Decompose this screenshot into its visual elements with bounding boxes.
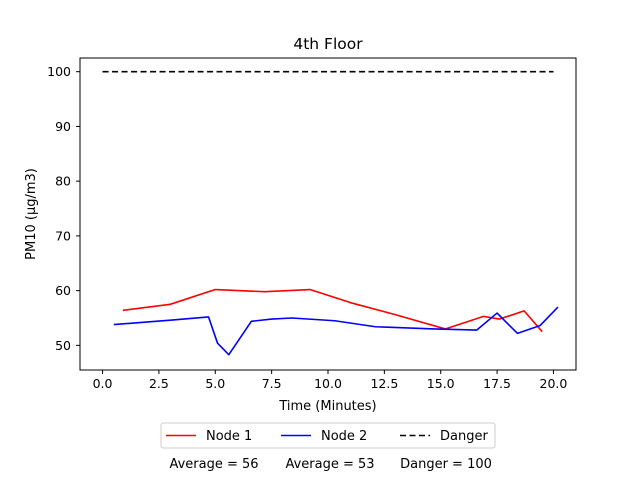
plot-area-frame bbox=[79, 57, 577, 371]
x-tick-label: 10.0 bbox=[314, 376, 342, 391]
x-tick-label: 20.0 bbox=[540, 376, 568, 391]
legend-label-danger: Danger bbox=[440, 429, 488, 444]
summary-stats: Average = 56 Average = 53 Danger = 100 bbox=[169, 457, 491, 472]
x-tick-label: 2.5 bbox=[149, 376, 169, 391]
y-tick-label: 100 bbox=[47, 64, 71, 79]
legend-frame bbox=[160, 422, 496, 449]
stat-node-1-average: Average = 56 bbox=[169, 457, 258, 472]
legend-label-node-2: Node 2 bbox=[321, 429, 367, 444]
x-tick-label: 17.5 bbox=[483, 376, 511, 391]
series-line-node-1 bbox=[122, 288, 543, 333]
legend-label-node-1: Node 1 bbox=[206, 429, 252, 444]
y-tick-label: 60 bbox=[55, 283, 71, 298]
x-tick-label: 7.5 bbox=[262, 376, 282, 391]
legend: Node 1 Node 2 Danger bbox=[160, 422, 496, 449]
axis-ticks: 0.0 2.5 5.0 7.5 10.0 12.5 15.0 17.5 20.0 50 60 70 80… bbox=[47, 64, 567, 391]
chart-title: 4th Floor bbox=[293, 35, 363, 53]
series-line-node-2 bbox=[113, 306, 559, 356]
x-tick-label: 12.5 bbox=[370, 376, 398, 391]
y-axis-label: PM10 (μg/m3) bbox=[24, 168, 39, 260]
x-axis-label: Time (Minutes) bbox=[278, 399, 376, 414]
y-tick-label: 70 bbox=[55, 228, 71, 243]
y-tick-label: 50 bbox=[55, 338, 71, 353]
x-tick-label: 15.0 bbox=[427, 376, 455, 391]
stat-node-2-average: Average = 53 bbox=[285, 457, 374, 472]
series-lines bbox=[102, 70, 559, 356]
x-tick-label: 0.0 bbox=[93, 376, 113, 391]
x-tick-label: 5.0 bbox=[205, 376, 225, 391]
y-tick-label: 80 bbox=[55, 174, 71, 189]
stat-danger-level: Danger = 100 bbox=[400, 457, 492, 472]
y-tick-label: 90 bbox=[55, 119, 71, 134]
